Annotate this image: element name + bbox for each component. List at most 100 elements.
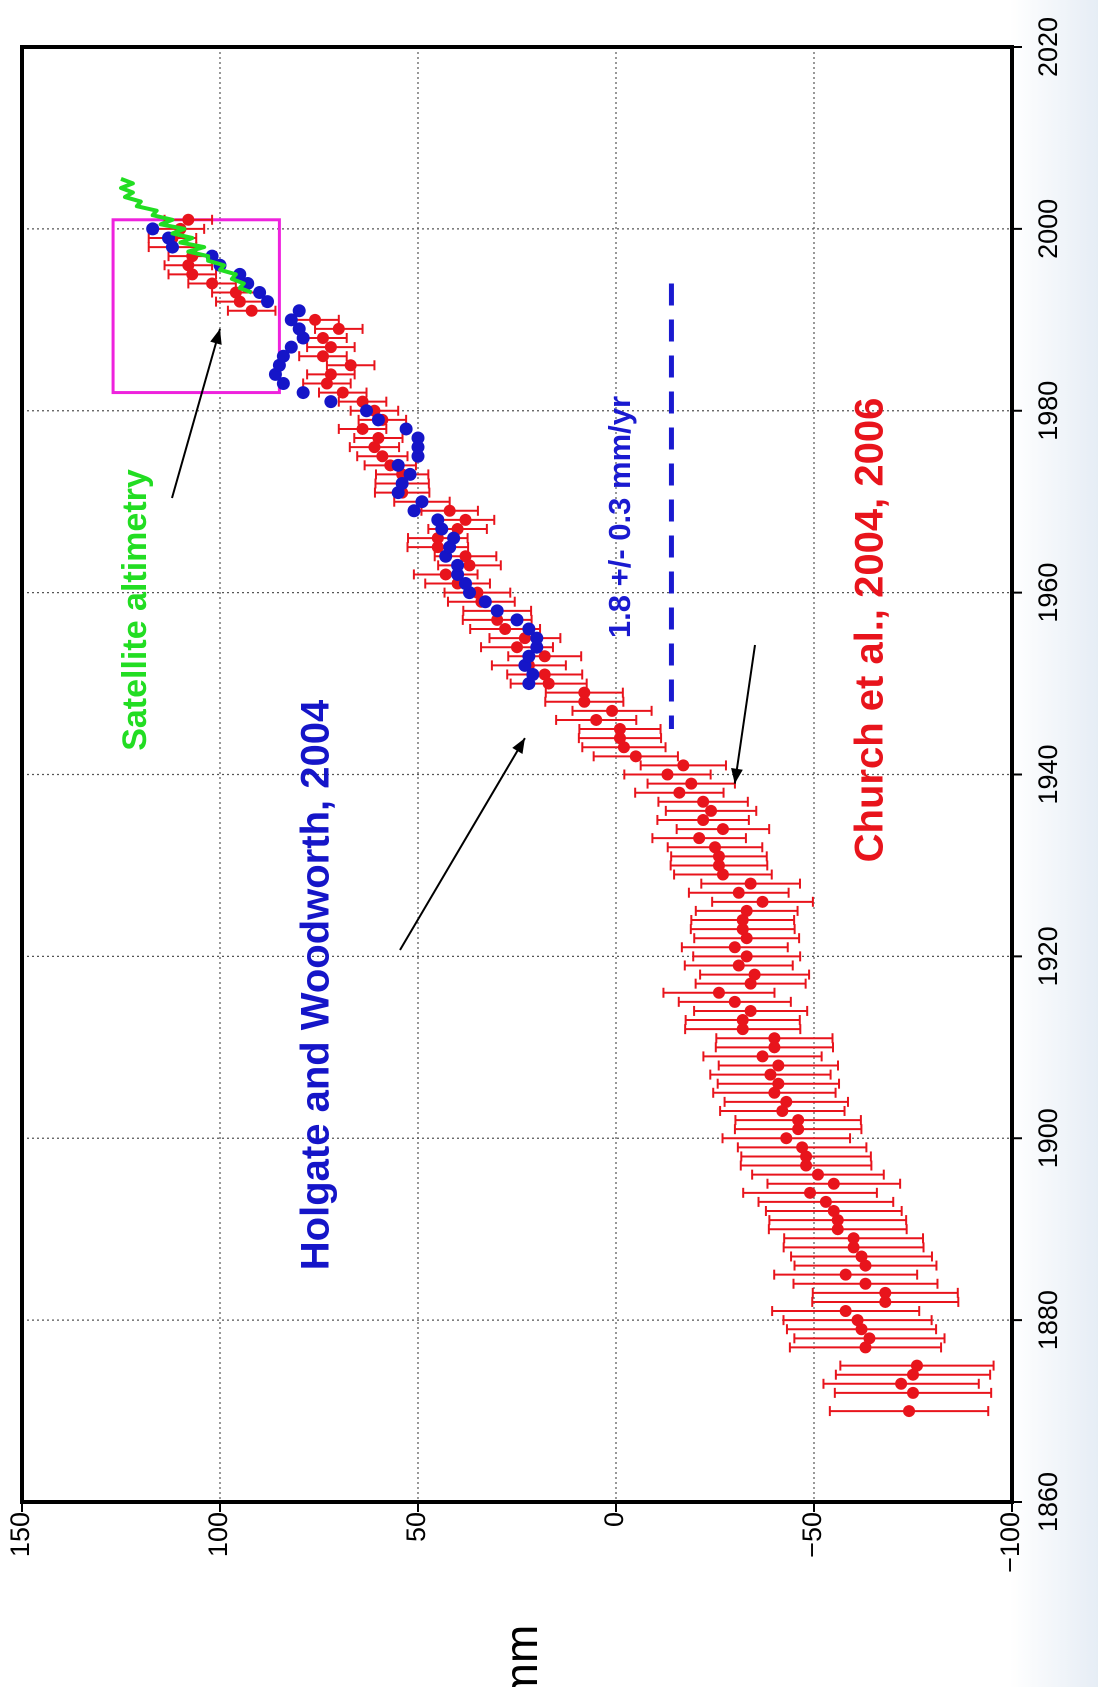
- church-point: [811, 1168, 824, 1181]
- holgate-point: [411, 431, 425, 445]
- y-tick-label: −50: [797, 1512, 827, 1558]
- holgate-point: [403, 467, 417, 481]
- y-tick-label: 0: [599, 1512, 629, 1527]
- church-point: [459, 550, 472, 563]
- church-point: [768, 1041, 781, 1054]
- church-point: [499, 623, 512, 635]
- church-point: [910, 1359, 923, 1372]
- y-tick-label: 100: [203, 1512, 233, 1557]
- church-point: [732, 959, 745, 972]
- church-point: [368, 441, 381, 454]
- holgate-point: [530, 631, 544, 645]
- holgate-point: [253, 286, 267, 300]
- annotation-arrows: [171, 328, 756, 951]
- church-point: [851, 1314, 864, 1327]
- church-point: [780, 1132, 793, 1145]
- holgate-point: [284, 340, 298, 354]
- holgate-arrow-head: [512, 738, 525, 754]
- church-point: [344, 359, 357, 372]
- church-point: [847, 1232, 860, 1245]
- church-point: [712, 850, 725, 863]
- church-point: [855, 1250, 868, 1263]
- x-axis-ticks: 1860 1880 1900 1920 1940 1960 1980 2000 2020: [1012, 17, 1063, 1532]
- holgate-point: [233, 267, 247, 281]
- church-point: [491, 613, 504, 626]
- church-point: [629, 750, 642, 763]
- church-point: [716, 868, 729, 881]
- satellite-arrow-shaft: [171, 328, 221, 499]
- church-point: [736, 1014, 749, 1027]
- x-tick-label: 2000: [1033, 199, 1063, 259]
- holgate-point: [296, 386, 310, 400]
- church-point: [744, 977, 757, 990]
- satellite-line: [119, 176, 253, 295]
- church-point: [768, 1086, 781, 1099]
- satellite-label: Satellite altimetry: [116, 469, 154, 751]
- church-point: [182, 259, 195, 272]
- holgate-label: Holgate and Woodworth, 2004: [294, 699, 338, 1270]
- church-label: Church et al., 2004, 2006: [848, 398, 892, 863]
- church-point: [907, 1386, 919, 1399]
- church-point: [356, 422, 369, 435]
- x-tick-label: 2020: [1033, 17, 1063, 77]
- y-axis-label: mm: [495, 1625, 547, 1687]
- church-point: [336, 386, 349, 399]
- church-point: [756, 895, 769, 908]
- church-point: [309, 313, 322, 326]
- church-point: [697, 795, 710, 808]
- x-tick-label: 1900: [1033, 1108, 1063, 1168]
- holgate-point: [407, 504, 421, 518]
- church-point: [661, 768, 674, 781]
- holgate-point: [261, 295, 275, 309]
- church-point: [320, 377, 333, 390]
- church-point: [685, 777, 698, 790]
- church-arrow-shaft: [733, 644, 756, 784]
- y-tick-label: 150: [5, 1512, 35, 1557]
- church-point: [748, 968, 761, 981]
- church-point: [182, 213, 195, 226]
- holgate-arrow-shaft: [399, 737, 526, 951]
- church-point: [740, 950, 753, 963]
- holgate-point: [522, 622, 536, 636]
- church-point: [744, 877, 757, 890]
- church-point: [792, 1114, 805, 1127]
- church-point: [431, 541, 444, 554]
- church-point: [245, 304, 258, 317]
- church-point: [863, 1332, 876, 1345]
- church-point: [819, 1195, 832, 1208]
- church-point: [590, 713, 603, 726]
- church-point: [316, 350, 329, 363]
- holgate-point: [391, 458, 405, 472]
- church-point: [606, 704, 619, 717]
- church-point: [372, 432, 385, 445]
- church-point: [316, 332, 329, 344]
- church-point: [831, 1223, 844, 1236]
- holgate-point: [360, 404, 374, 418]
- church-point: [859, 1341, 872, 1354]
- church-point: [728, 995, 741, 1008]
- holgate-point: [530, 640, 544, 654]
- church-point: [827, 1205, 840, 1217]
- church-point: [463, 559, 476, 572]
- holgate-point: [411, 449, 425, 463]
- holgate-point: [447, 531, 461, 545]
- church-point: [716, 823, 729, 836]
- church-point: [324, 341, 337, 354]
- holgate-point: [459, 577, 473, 591]
- church-point: [744, 1004, 757, 1017]
- church-point: [186, 268, 199, 281]
- holgate-point: [371, 413, 385, 427]
- church-point: [613, 732, 626, 745]
- church-point: [697, 813, 710, 826]
- holgate-point: [478, 595, 492, 609]
- holgate-point: [451, 558, 465, 572]
- church-point: [895, 1377, 908, 1390]
- church-point: [693, 832, 706, 845]
- church-point: [740, 932, 753, 945]
- church-point: [772, 1077, 785, 1090]
- trend-label: 1.8 +/- 0.3 mm/yr: [602, 396, 637, 638]
- church-point: [542, 677, 555, 690]
- church-point: [907, 1368, 919, 1381]
- church-point: [728, 941, 741, 954]
